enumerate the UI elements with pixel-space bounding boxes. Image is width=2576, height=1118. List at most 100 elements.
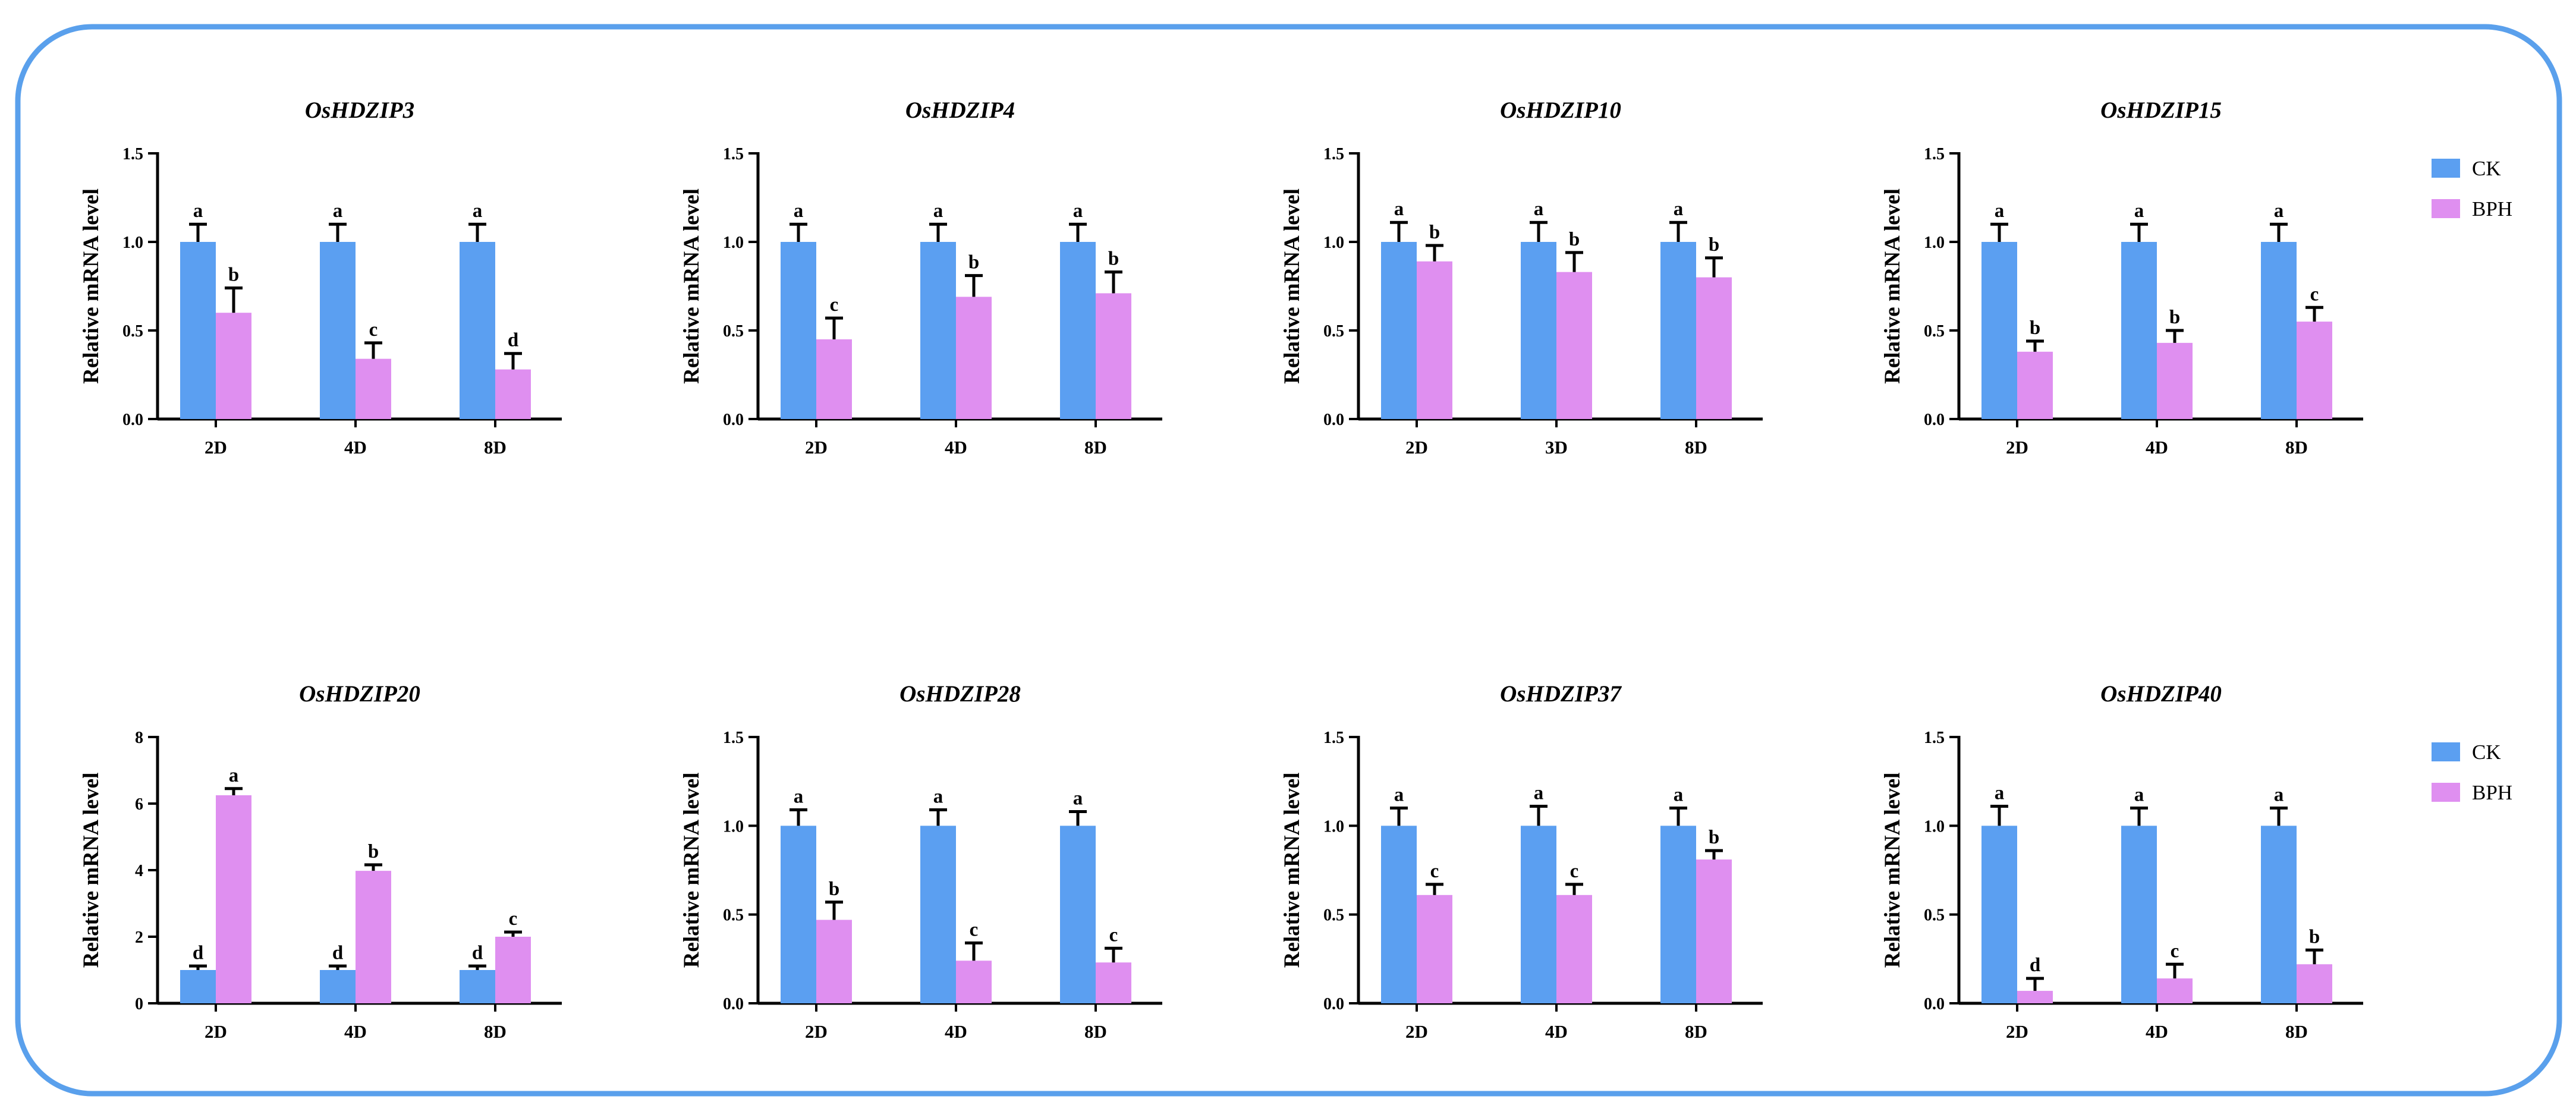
bar-bph: [1096, 962, 1131, 1003]
y-tick-label: 1.5: [723, 145, 744, 163]
chart-title: OsHDZIP20: [299, 681, 420, 707]
significance-letter: a: [1995, 200, 2005, 222]
significance-letter: a: [794, 200, 804, 222]
x-tick-label: 4D: [344, 437, 367, 458]
significance-letter: b: [968, 252, 979, 273]
significance-letter: a: [2134, 784, 2144, 805]
significance-letter: b: [1569, 229, 1580, 250]
significance-letter: a: [1674, 784, 1684, 805]
bar-bph: [1417, 261, 1452, 419]
bar-ck: [1981, 242, 2017, 419]
x-tick-label: 8D: [1084, 1021, 1107, 1042]
significance-letter: c: [2171, 940, 2179, 962]
bar-ck: [920, 242, 956, 419]
chart-panel: OsHDZIP4 Relative mRNA level 0.0 0.5 1.0 1.5 2…: [680, 97, 1162, 458]
legend-swatch-ck: [2432, 159, 2460, 178]
significance-letter: c: [1109, 924, 1118, 946]
bar-ck: [1521, 242, 1556, 419]
x-tick-label: 8D: [1084, 437, 1107, 458]
x-tick-label: 2D: [805, 437, 828, 458]
x-tick-label: 2D: [1405, 1021, 1428, 1042]
y-tick-label: 6: [135, 795, 143, 814]
y-tick-label: 1.5: [1924, 145, 1945, 163]
y-tick-label: 1.5: [1323, 729, 1344, 747]
significance-letter: c: [369, 319, 378, 341]
x-tick-label: 2D: [805, 1021, 828, 1042]
chart-panel: OsHDZIP20 Relative mRNA level 0 2 4 6 8 2D d a 4D d…: [79, 681, 562, 1042]
chart-title: OsHDZIP40: [2100, 681, 2222, 707]
y-tick-label: 0.0: [1924, 995, 1945, 1013]
significance-letter: a: [1674, 199, 1684, 220]
bar-ck: [1660, 826, 1696, 1003]
x-tick-label: 4D: [1545, 1021, 1568, 1042]
y-tick-label: 0.0: [1323, 995, 1344, 1013]
chart-title: OsHDZIP10: [1500, 97, 1621, 123]
y-axis-label: Relative mRNA level: [1880, 773, 1905, 968]
y-axis-label: Relative mRNA level: [680, 188, 704, 384]
bar-bph: [956, 960, 992, 1003]
bar-ck: [1060, 242, 1096, 419]
legend-label-ck: CK: [2472, 741, 2501, 764]
y-tick-label: 0.5: [122, 322, 143, 341]
significance-letter: c: [970, 919, 979, 940]
bar-bph: [2297, 964, 2332, 1003]
bar-ck: [1060, 826, 1096, 1003]
y-tick-label: 0.5: [1924, 906, 1945, 925]
bar-ck: [2121, 826, 2157, 1003]
bar-bph: [2017, 991, 2053, 1003]
y-tick-label: 0.0: [723, 411, 744, 429]
bar-ck: [1521, 826, 1556, 1003]
chart-panel: OsHDZIP37 Relative mRNA level 0.0 0.5 1.0 1.5…: [1280, 681, 1763, 1042]
significance-letter: a: [1073, 200, 1083, 222]
significance-letter: c: [1430, 861, 1439, 882]
y-tick-label: 0.5: [723, 906, 744, 925]
significance-letter: d: [193, 942, 203, 963]
significance-letter: d: [332, 942, 343, 963]
significance-letter: b: [2030, 317, 2040, 339]
x-tick-label: 4D: [945, 1021, 967, 1042]
y-axis-label: Relative mRNA level: [1280, 188, 1304, 384]
chart-panel: OsHDZIP15 Relative mRNA level 0.0 0.5 1.0 1.5…: [1880, 97, 2363, 458]
significance-letter: b: [829, 878, 839, 900]
y-tick-label: 1.0: [122, 234, 143, 252]
significance-letter: a: [933, 786, 943, 807]
bar-ck: [180, 970, 216, 1003]
significance-letter: a: [333, 200, 343, 222]
bar-bph: [1696, 859, 1732, 1003]
bar-bph: [956, 297, 992, 419]
x-tick-label: 2D: [1405, 437, 1428, 458]
y-tick-label: 1.5: [1323, 145, 1344, 163]
bar-bph: [356, 358, 391, 419]
significance-letter: a: [1394, 784, 1404, 805]
bar-bph: [2017, 351, 2053, 419]
x-tick-label: 8D: [484, 437, 507, 458]
significance-letter: a: [2134, 200, 2144, 222]
bar-ck: [781, 242, 816, 419]
chart-title: OsHDZIP3: [305, 97, 414, 123]
y-tick-label: 0.5: [1924, 322, 1945, 341]
significance-letter: a: [193, 200, 203, 222]
legend-swatch-ck: [2432, 742, 2460, 761]
y-axis-label: Relative mRNA level: [1880, 188, 1905, 384]
significance-letter: a: [1073, 788, 1083, 809]
y-tick-label: 1.0: [723, 234, 744, 252]
bar-bph: [356, 871, 391, 1003]
y-tick-label: 1.0: [1323, 817, 1344, 836]
x-tick-label: 8D: [1685, 1021, 1707, 1042]
figure-frame: [15, 24, 2562, 1097]
x-tick-label: 8D: [484, 1021, 507, 1042]
x-tick-label: 4D: [2146, 437, 2168, 458]
bar-bph: [816, 339, 852, 419]
significance-letter: b: [1429, 222, 1440, 243]
chart-panel: OsHDZIP3 Relative mRNA level 0.0 0.5 1.0 1.5 2…: [79, 97, 562, 458]
significance-letter: c: [509, 908, 518, 930]
y-tick-label: 2: [135, 928, 143, 947]
y-axis-label: Relative mRNA level: [79, 773, 103, 968]
legend-swatch-bph: [2432, 783, 2460, 802]
bar-bph: [1096, 293, 1131, 419]
significance-letter: b: [1709, 234, 1719, 256]
bar-bph: [495, 937, 531, 1003]
x-tick-label: 4D: [344, 1021, 367, 1042]
y-axis-label: Relative mRNA level: [1280, 773, 1304, 968]
